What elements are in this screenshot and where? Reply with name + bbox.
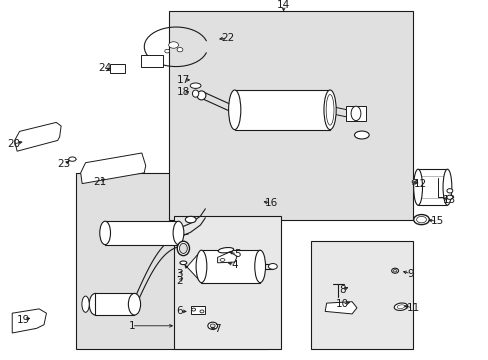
- Text: 7: 7: [214, 324, 221, 334]
- Polygon shape: [325, 302, 356, 314]
- Ellipse shape: [197, 91, 205, 100]
- Bar: [190, 306, 205, 314]
- Ellipse shape: [164, 49, 169, 53]
- Bar: [417, 169, 447, 205]
- Ellipse shape: [413, 215, 428, 225]
- Ellipse shape: [177, 48, 183, 52]
- Text: 3: 3: [176, 269, 183, 279]
- Text: 19: 19: [17, 315, 30, 325]
- Ellipse shape: [392, 269, 396, 272]
- Ellipse shape: [196, 250, 206, 283]
- Text: 24: 24: [98, 63, 112, 73]
- Text: 16: 16: [264, 198, 278, 208]
- Bar: [110, 64, 124, 73]
- Bar: [310, 241, 412, 349]
- Ellipse shape: [396, 305, 404, 309]
- Ellipse shape: [100, 221, 110, 245]
- Polygon shape: [217, 252, 237, 263]
- Bar: [168, 11, 412, 220]
- Text: 4: 4: [231, 260, 238, 270]
- Ellipse shape: [190, 83, 201, 88]
- Ellipse shape: [128, 293, 141, 315]
- Bar: [234, 90, 329, 130]
- Ellipse shape: [442, 169, 451, 205]
- Ellipse shape: [416, 216, 426, 223]
- Bar: [173, 216, 281, 349]
- Ellipse shape: [168, 42, 178, 48]
- Text: 14: 14: [276, 0, 290, 10]
- Text: 17: 17: [176, 75, 190, 85]
- Bar: [201, 250, 260, 283]
- Text: 12: 12: [413, 179, 427, 189]
- Ellipse shape: [177, 241, 189, 256]
- Text: 18: 18: [176, 87, 190, 97]
- Ellipse shape: [446, 195, 452, 199]
- Ellipse shape: [179, 243, 187, 253]
- Ellipse shape: [207, 322, 217, 329]
- Ellipse shape: [391, 268, 398, 273]
- Bar: [95, 293, 134, 315]
- Ellipse shape: [68, 157, 76, 161]
- Bar: [76, 173, 266, 349]
- Text: 21: 21: [93, 177, 107, 187]
- Ellipse shape: [411, 180, 416, 184]
- Ellipse shape: [393, 303, 407, 310]
- Text: 1: 1: [128, 321, 135, 331]
- Ellipse shape: [173, 221, 183, 245]
- Ellipse shape: [81, 296, 89, 312]
- Ellipse shape: [323, 90, 336, 130]
- Polygon shape: [184, 250, 201, 283]
- Ellipse shape: [192, 90, 198, 97]
- Text: 23: 23: [57, 159, 70, 169]
- Ellipse shape: [185, 216, 196, 223]
- Text: 11: 11: [406, 303, 419, 313]
- Polygon shape: [12, 309, 46, 333]
- Text: 8: 8: [338, 285, 345, 295]
- Ellipse shape: [89, 293, 102, 315]
- Ellipse shape: [218, 248, 233, 253]
- Ellipse shape: [180, 261, 186, 265]
- Ellipse shape: [268, 264, 277, 269]
- Bar: [346, 106, 365, 121]
- Text: 10: 10: [335, 299, 348, 309]
- Ellipse shape: [191, 308, 195, 311]
- Text: 15: 15: [430, 216, 444, 226]
- Ellipse shape: [446, 189, 452, 193]
- Ellipse shape: [354, 131, 368, 139]
- Ellipse shape: [200, 310, 203, 313]
- Ellipse shape: [325, 94, 333, 125]
- Ellipse shape: [228, 90, 240, 130]
- Ellipse shape: [220, 258, 224, 261]
- Text: 6: 6: [176, 306, 183, 316]
- Text: 9: 9: [407, 269, 413, 279]
- Text: 5: 5: [233, 249, 240, 259]
- Polygon shape: [15, 122, 61, 151]
- Text: 2: 2: [176, 276, 183, 286]
- Ellipse shape: [350, 106, 360, 121]
- Polygon shape: [81, 153, 145, 184]
- Text: 13: 13: [442, 195, 456, 205]
- Ellipse shape: [254, 250, 265, 283]
- Text: 22: 22: [220, 33, 234, 43]
- Bar: [105, 221, 178, 245]
- Bar: [141, 55, 163, 67]
- Text: 20: 20: [7, 139, 20, 149]
- Ellipse shape: [210, 324, 215, 328]
- Ellipse shape: [413, 169, 422, 205]
